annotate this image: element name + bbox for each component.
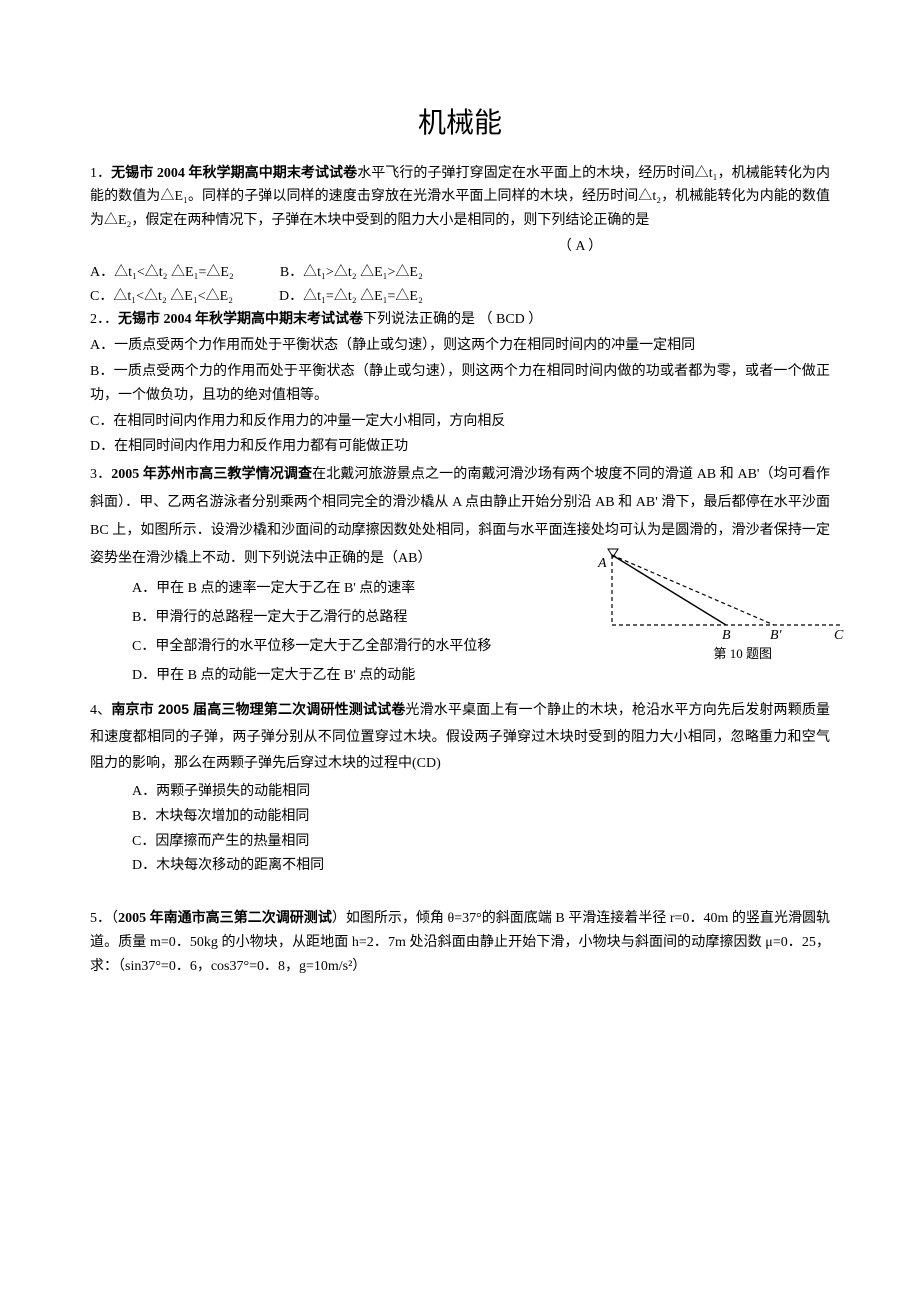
svg-text:A: A [597,556,607,571]
q1-optA: A．△t₁<△t₂ △E₁=△E₂ [90,261,234,285]
q2-optD: D．在相同时间内作用力和反作用力都有可能做正功 [90,435,830,459]
q2-prefix: 2．． [90,312,118,327]
q4-stem: 4、南京市 2005 届高三物理第二次调研性测试试卷光滑水平桌面上有一个静止的木… [90,696,830,778]
q1-options-row1: A．△t₁<△t₂ △E₁=△E₂ B．△t₁>△t₂ △E₁>△E₂ [90,261,830,285]
q1-prefix: 1． [90,166,111,181]
q1-options-row2: C．△t₁<△t₂ △E₁<△E₂ D．△t₁=△t₂ △E₁=△E₂ [90,285,830,309]
q5-bold: 2005 年南通市高三第二次调研测试 [118,911,332,926]
q2-optC: C．在相同时间内作用力和反作用力的冲量一定大小相同，方向相反 [90,410,830,434]
q3-optD: D．甲在 B 点的动能一定大于乙在 B' 点的动能 [132,662,830,690]
q3-figure-caption: 第 10 题图 [713,643,772,665]
svg-text:B: B [722,628,731,643]
page-title: 机械能 [90,100,830,148]
q4-optD: D．木块每次移动的距离不相同 [132,854,830,878]
q5-stem: 5．（2005 年南通市高三第二次调研测试）如图所示，倾角 θ=37°的斜面底端… [90,907,830,978]
q2-stem: 2．．无锡市 2004 年秋学期高中期末考试试卷下列说法正确的是 （ BCD ） [90,308,830,332]
q1-stem: 1．无锡市 2004 年秋学期高中期末考试试卷水平飞行的子弹打穿固定在水平面上的… [90,162,830,233]
svg-text:C: C [834,628,844,643]
q4-optA: A．两颗子弹损失的动能相同 [132,780,830,804]
q2-tail: 下列说法正确的是 （ BCD ） [363,312,542,327]
q1-answer-paren: （ A ） [330,235,830,259]
q1-optD: D．△t₁=△t₂ △E₁=△E₂ [279,285,423,309]
q1-optB: B．△t₁>△t₂ △E₁>△E₂ [280,261,423,285]
q3-prefix: 3． [90,467,111,482]
q2-bold: 无锡市 2004 年秋学期高中期末考试试卷 [118,312,363,327]
q1-bold: 无锡市 2004 年秋学期高中期末考试试卷 [111,166,357,181]
q3-figure: A B B' C [594,545,850,645]
q5-prefix: 5．（ [90,911,118,926]
q4-options: A．两颗子弹损失的动能相同 B．木块每次增加的动能相同 C．因摩擦而产生的热量相… [90,780,830,878]
q4-prefix: 4、 [90,703,111,718]
q2-optB: B．一质点受两个力的作用而处于平衡状态（静止或匀速），则这两个力在相同时间内做的… [90,360,830,408]
svg-text:B': B' [770,628,783,643]
q4-optC: C．因摩擦而产生的热量相同 [132,830,830,854]
q3-bold: 2005 年苏州市高三教学情况调查 [111,467,312,482]
q2-optA: A．一质点受两个力作用而处于平衡状态（静止或匀速），则这两个力在相同时间内的冲量… [90,334,830,358]
q1-optC: C．△t₁<△t₂ △E₁<△E₂ [90,285,233,309]
q4-optB: B．木块每次增加的动能相同 [132,805,830,829]
q4-bold: 南京市 2005 届高三物理第二次调研性测试试卷 [111,701,405,717]
